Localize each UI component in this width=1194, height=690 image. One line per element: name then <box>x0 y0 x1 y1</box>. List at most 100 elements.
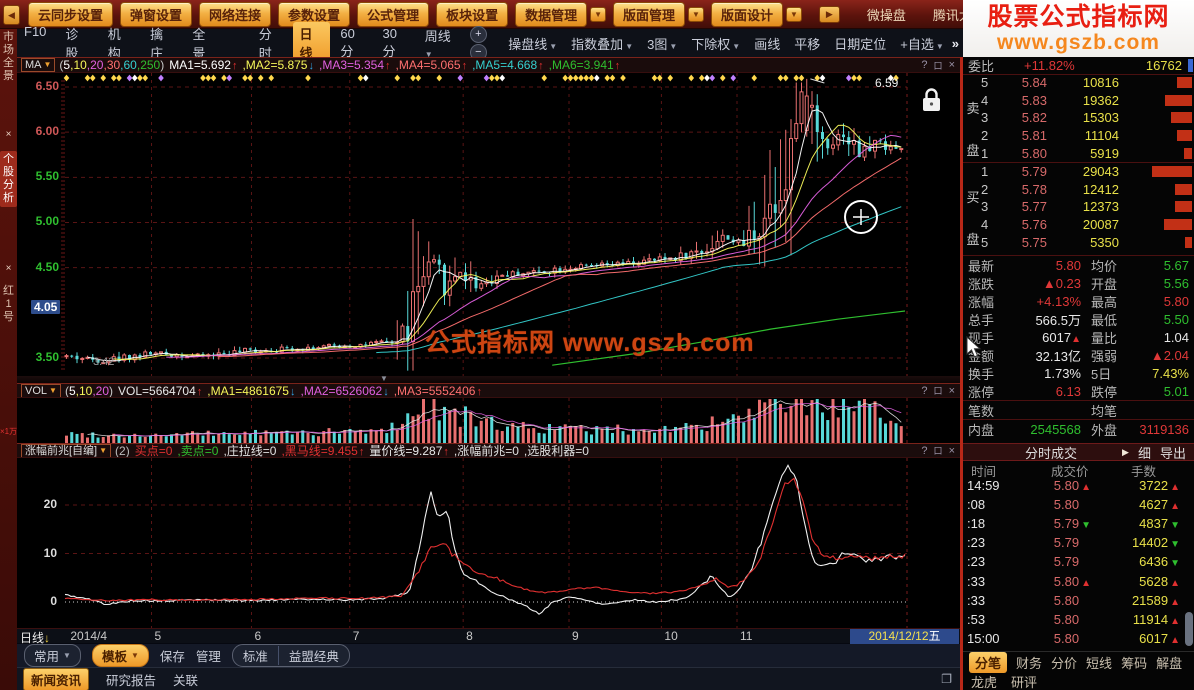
volume-hbar <box>1177 77 1192 89</box>
volume-bar-zone <box>1119 147 1194 159</box>
maximize-icon[interactable]: 口 <box>933 446 943 456</box>
toolbar-item-5[interactable]: 平移 <box>794 36 821 52</box>
level-price: 5.76 <box>1021 217 1047 233</box>
period-tab-30分[interactable]: 30分 <box>382 26 397 59</box>
toolbar-item-1[interactable]: 指数叠加 ▼ <box>571 36 634 52</box>
tick-volume: 3722 ▲ <box>1139 478 1180 494</box>
volume-bar-zone <box>1119 219 1194 231</box>
ma-header-bar: MA ▼ (5,10,20,30,60,250) MA1=5.692↑ ,MA2=5.8… <box>17 57 960 73</box>
volume-panel[interactable]: VOL ▼ (5,10,20) VOL=5664704↑ ,MA1=4861675↓ ,M… <box>17 383 960 443</box>
menu-more-icon[interactable]: ▶ <box>818 5 840 23</box>
level-price: 5.81 <box>1021 128 1047 144</box>
menu-button-1[interactable]: 弹窗设置 <box>120 1 193 27</box>
manage-button[interactable]: 管理 <box>195 650 221 664</box>
help-icon[interactable]: ? <box>921 444 928 457</box>
indicator-value-3: ,MA4=5.065↑ <box>396 58 468 72</box>
indicator-name-dropdown[interactable]: MA ▼ <box>21 58 56 72</box>
price-chart-panel[interactable]: 公式指标网 www.gszb.com 6.59 3.42 6.50 6.00 5.5… <box>17 73 960 376</box>
scrollbar-thumb[interactable] <box>1185 612 1193 646</box>
arrow-up-icon: ↑ <box>231 60 238 72</box>
panel-corner-icon[interactable]: ❐ <box>941 672 952 686</box>
stat-label: 涨跌 <box>968 276 995 292</box>
toolbar-item-6[interactable]: 日期定位 <box>834 36 887 52</box>
date-box[interactable]: 2014/12/12五 <box>850 629 959 644</box>
logo-title: 股票公式指标网 <box>987 2 1170 31</box>
volume-bar-zone <box>1119 183 1194 195</box>
vertical-divider[interactable] <box>960 57 963 690</box>
template-dropdown[interactable]: 模板 ▼ <box>91 644 149 667</box>
sidebar-tab-短线[interactable]: 短线 <box>1086 656 1113 671</box>
axis-period-label[interactable]: 日线↓ <box>20 631 51 645</box>
period-tab-周线[interactable]: 周线▼ <box>424 29 451 59</box>
toolbar-item-0[interactable]: 操盘线 ▼ <box>508 36 558 52</box>
rail-tab-个股分析[interactable]: 个 股 分 析 <box>0 151 17 207</box>
scroll-marker[interactable] <box>1188 59 1193 72</box>
collapse-panel-icon[interactable]: » <box>951 35 959 51</box>
toolbar-item-7[interactable]: +自选 ▼ <box>900 36 944 52</box>
stat-label: 开盘 <box>1091 276 1118 292</box>
preset-1[interactable]: 益盟经典 <box>277 646 349 665</box>
menu-button-5[interactable]: 板块设置 <box>436 1 509 27</box>
news-tab-新闻资讯[interactable]: 新闻资讯 <box>23 667 90 690</box>
menu-button-6[interactable]: 数据管理 <box>515 1 588 27</box>
toolbar-item-3[interactable]: 下除权 ▼ <box>691 36 741 52</box>
close-icon[interactable]: × <box>5 263 12 274</box>
play-icon[interactable]: ▶ <box>1122 446 1129 457</box>
maximize-icon[interactable]: 口 <box>933 386 943 396</box>
news-tab-关联[interactable]: 关联 <box>173 673 199 688</box>
export-button[interactable]: 导出 <box>1159 445 1186 461</box>
save-button[interactable]: 保存 <box>159 650 185 664</box>
indicator-name-dropdown[interactable]: 涨幅前兆[自编] ▼ <box>21 444 112 457</box>
sidebar-tab-研评[interactable]: 研评 <box>1011 675 1038 690</box>
arrow-up-icon: ↑ <box>196 385 203 398</box>
up-triangle-icon: ▲ <box>1081 577 1091 589</box>
splitter-grip-icon[interactable]: ▼ <box>380 374 388 383</box>
help-icon[interactable]: ? <box>921 59 928 71</box>
sidebar-tab-筹码[interactable]: 筹码 <box>1121 656 1148 671</box>
stat-value: 5.80 <box>1055 257 1081 273</box>
common-dropdown[interactable]: 常用 ▼ <box>24 644 81 667</box>
menu-link-0[interactable]: 微操盘 <box>866 7 906 23</box>
zoom-in-button[interactable]: + <box>469 26 487 43</box>
sidebar-tab-解盘[interactable]: 解盘 <box>1156 656 1183 671</box>
stat-label: 涨停 <box>968 384 995 400</box>
sidebar-tab-分价[interactable]: 分价 <box>1051 656 1078 671</box>
level-volume: 20087 <box>1082 217 1119 233</box>
tick-row: 15:00 5.80▲ 6017▲ <box>963 629 1194 648</box>
period-tab-60分[interactable]: 60分 <box>340 26 355 59</box>
maximize-icon[interactable]: 口 <box>933 60 943 71</box>
rail-tab-市场全景[interactable]: 市 场 全 景 <box>3 31 14 82</box>
menu-button-8[interactable]: 版面设计 <box>710 1 783 27</box>
toolbar-item-4[interactable]: 画线 <box>754 36 781 52</box>
menu-button-7[interactable]: 版面管理 <box>613 1 686 27</box>
menu-dropdown-icon[interactable]: ▼ <box>688 6 704 22</box>
detail-button[interactable]: 细 <box>1137 445 1151 461</box>
preset-0[interactable]: 标准 <box>242 650 268 664</box>
indicator-value-4: ,MA5=4.668↑ <box>472 58 544 72</box>
indicator-y-tick: 10 <box>43 545 57 560</box>
panel-splitter[interactable]: ▼ <box>17 374 960 383</box>
menu-button-4[interactable]: 公式管理 <box>357 1 430 27</box>
stat-value: 5.50 <box>1163 311 1189 327</box>
sidebar-tab-分笔[interactable]: 分笔 <box>969 652 1008 673</box>
tick-scrollbar[interactable] <box>1185 476 1193 648</box>
close-icon[interactable]: × <box>948 444 955 457</box>
help-icon[interactable]: ? <box>921 384 928 397</box>
rail-tab-红1号[interactable]: 红 1 号 <box>3 285 14 323</box>
indicator-name-dropdown[interactable]: VOL ▼ <box>21 384 61 397</box>
news-tab-研究报告[interactable]: 研究报告 <box>106 673 157 688</box>
menu-button-2[interactable]: 网络连接 <box>199 1 272 27</box>
close-icon[interactable]: × <box>948 384 955 397</box>
toolbar-tab-0[interactable]: F10 <box>24 24 47 39</box>
sidebar-tab-龙虎[interactable]: 龙虎 <box>971 675 998 690</box>
sidebar-tab-财务[interactable]: 财务 <box>1016 656 1043 671</box>
indicator-panel[interactable]: 涨幅前兆[自编] ▼ (2) 买点=0 ,卖点=0 ,庄拉线=0 ,黑马线=9.455↑ 量价… <box>17 443 960 628</box>
close-icon[interactable]: × <box>5 129 12 140</box>
menu-back-icon[interactable]: ◀ <box>3 5 20 25</box>
menu-dropdown-icon[interactable]: ▼ <box>785 6 802 22</box>
toolbar-item-2[interactable]: 3图 ▼ <box>647 36 678 52</box>
stat-label: 最新 <box>968 258 995 274</box>
menu-button-0[interactable]: 云同步设置 <box>28 1 114 27</box>
menu-dropdown-icon[interactable]: ▼ <box>590 6 607 22</box>
close-icon[interactable]: × <box>948 59 955 71</box>
